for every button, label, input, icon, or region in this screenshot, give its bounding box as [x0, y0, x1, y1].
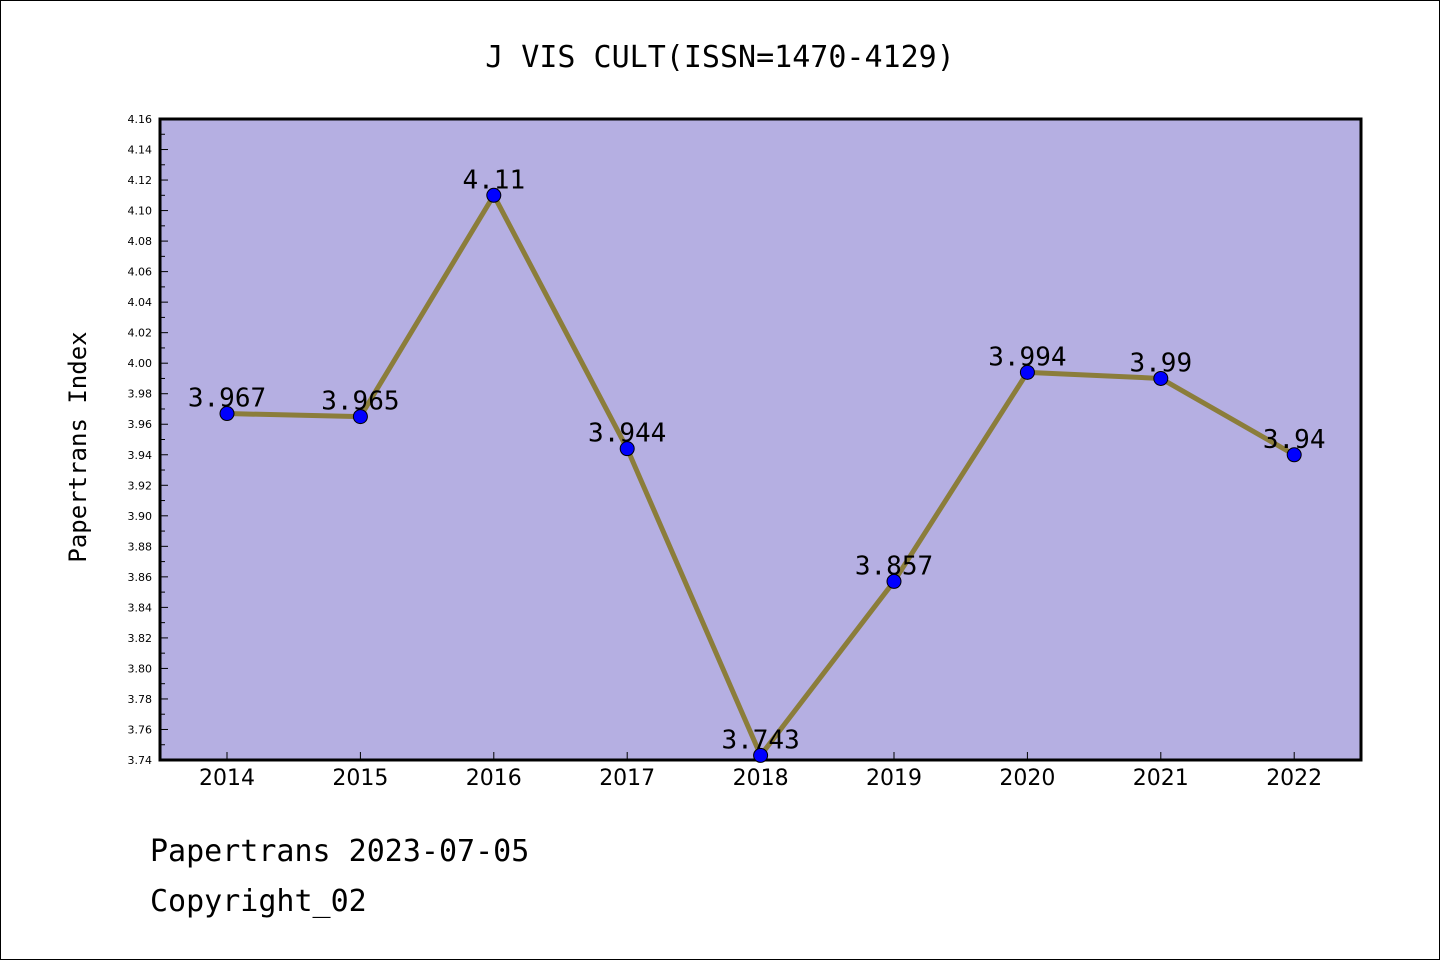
y-tick-label: 3.86	[128, 571, 153, 584]
y-tick-label: 3.74	[128, 754, 153, 767]
x-tick-label: 2015	[332, 766, 388, 791]
x-tick-label: 2017	[599, 766, 655, 791]
data-label: 3.994	[988, 342, 1066, 372]
data-label: 3.967	[188, 384, 266, 414]
footer-copyright: Copyright_02	[150, 884, 367, 919]
data-point	[486, 187, 502, 203]
x-tick-label: 2020	[999, 766, 1055, 791]
y-axis-ticks: 3.74 3.76 3.78 3.80 3.82 3.84 3.86 3.88 3.90 3.92…	[128, 113, 168, 767]
x-tick-label: 2014	[199, 766, 255, 791]
data-label: 4.11	[462, 165, 525, 195]
y-axis-label: Papertrans Index	[64, 331, 92, 562]
x-tick-label: 2019	[866, 766, 922, 791]
y-tick-label: 3.84	[128, 601, 153, 614]
data-point	[352, 409, 368, 425]
y-tick-label: 4.04	[128, 296, 153, 309]
data-label: 3.743	[721, 725, 799, 755]
y-tick-label: 3.94	[128, 449, 153, 462]
x-tick-label: 2021	[1133, 766, 1189, 791]
data-point	[1153, 370, 1169, 386]
y-tick-label: 4.06	[128, 266, 153, 279]
data-point	[1019, 364, 1035, 380]
data-label: 3.99	[1129, 348, 1192, 378]
y-tick-label: 4.02	[128, 327, 153, 340]
y-tick-label: 4.00	[128, 357, 153, 370]
y-tick-label: 3.78	[128, 693, 153, 706]
chart-title: J VIS CULT(ISSN=1470-4129)	[485, 40, 955, 75]
footer-date-line: Papertrans 2023-07-05	[150, 834, 530, 869]
data-point	[219, 406, 235, 422]
y-tick-label: 3.90	[128, 510, 153, 523]
data-label: 3.944	[588, 419, 666, 449]
data-label: 3.857	[855, 551, 933, 581]
y-tick-label: 4.14	[128, 144, 153, 157]
y-tick-label: 3.88	[128, 540, 153, 553]
data-point	[619, 441, 635, 457]
y-tick-label: 3.92	[128, 479, 153, 492]
x-axis-ticks: 2014 2015 2016 2017 2018 2019 2020 2021 2022	[199, 752, 1322, 791]
data-point	[1286, 447, 1302, 463]
y-tick-label: 3.96	[128, 418, 153, 431]
y-tick-label: 3.82	[128, 632, 153, 645]
data-points	[219, 187, 1302, 763]
y-tick-label: 4.08	[128, 235, 153, 248]
y-tick-label: 3.98	[128, 388, 153, 401]
y-tick-label: 4.10	[128, 205, 153, 218]
y-tick-label: 3.76	[128, 723, 153, 736]
y-tick-label: 3.80	[128, 662, 153, 675]
data-labels: 3.967 3.965 4.11 3.944 3.743 3.857 3.994 3.99 3.…	[188, 165, 1326, 755]
data-point	[886, 573, 902, 589]
x-tick-label: 2018	[733, 766, 789, 791]
x-tick-label: 2022	[1266, 766, 1322, 791]
plot-area	[158, 117, 1363, 762]
data-label: 3.94	[1263, 425, 1326, 455]
y-tick-label: 4.16	[128, 113, 153, 126]
data-label: 3.965	[321, 387, 399, 417]
y-tick-label: 4.12	[128, 174, 153, 187]
x-tick-label: 2016	[466, 766, 522, 791]
data-point	[753, 747, 769, 763]
